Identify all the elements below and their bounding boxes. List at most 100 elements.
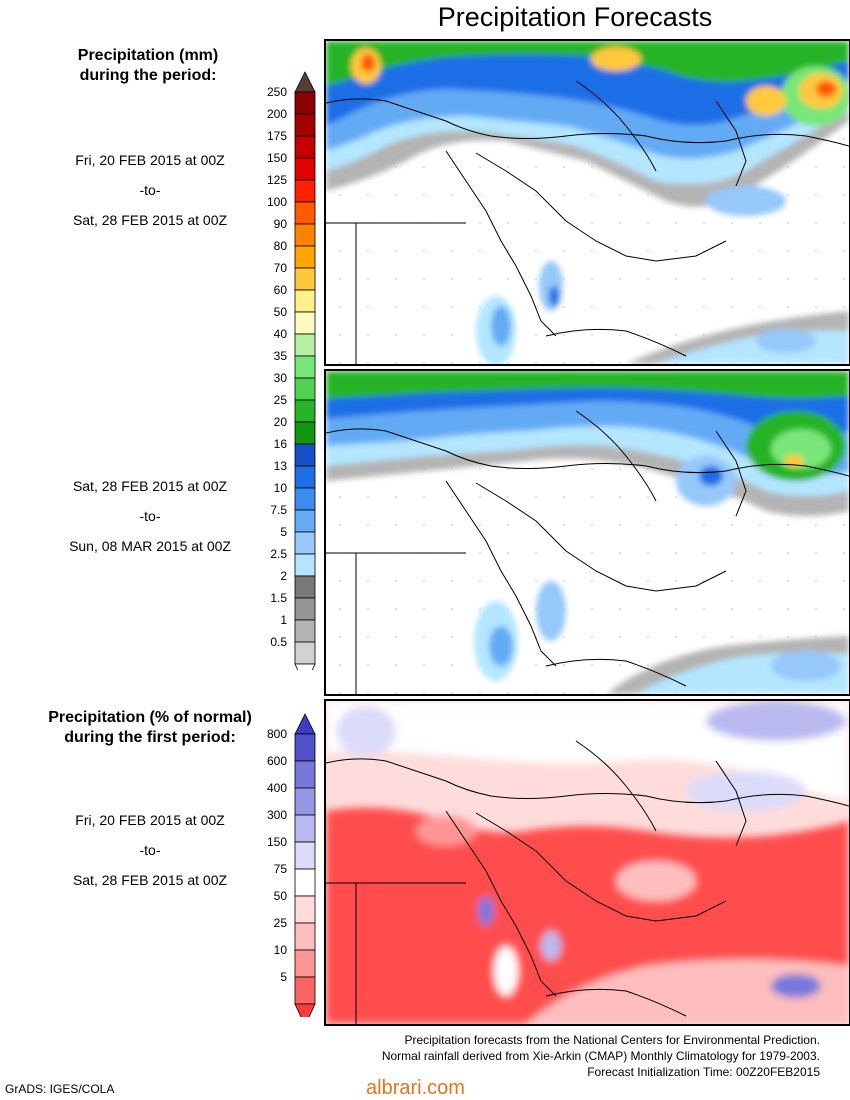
- scale-swatch: [294, 333, 316, 357]
- scale-bottom-arrow: [294, 1003, 316, 1017]
- scale-swatch: [294, 311, 316, 335]
- scale-tick-label: 70: [274, 261, 288, 275]
- scale-tick-label: 600: [267, 754, 287, 768]
- scale-tick-label: 1: [280, 613, 287, 627]
- scale-tick-label: 200: [267, 107, 287, 121]
- period1-to: Sat, 28 FEB 2015 at 00Z: [72, 212, 228, 228]
- scale-swatch: [294, 895, 316, 924]
- scale-swatch: [294, 377, 316, 401]
- country-borders-period1: [326, 80, 849, 364]
- map-panel-percent-normal: [324, 699, 850, 1026]
- scale-tick-label: 10: [274, 481, 288, 495]
- scale-swatch: [294, 355, 316, 379]
- scale-swatch: [294, 641, 316, 665]
- scale-bottom-arrow: [294, 663, 316, 670]
- credit-line-2: Normal rainfall derived from Xie-Arkin (…: [381, 1049, 820, 1063]
- scale-swatch: [294, 399, 316, 423]
- precip-field-period2: [326, 371, 849, 694]
- scale-swatch: [294, 553, 316, 577]
- credits: Precipitation forecasts from the Nationa…: [300, 1032, 820, 1080]
- pct-legend-heading-line1: Precipitation (% of normal): [48, 709, 252, 726]
- scale-top-arrow: [294, 713, 316, 735]
- scale-tick-label: 30: [274, 371, 288, 385]
- pct-legend-heading: Precipitation (% of normal) during the f…: [30, 708, 270, 748]
- country-borders-percent: [326, 740, 849, 1024]
- scale-tick-label: 5: [280, 970, 287, 984]
- page-title: Precipitation Forecasts: [437, 2, 713, 32]
- period2-to: Sun, 08 MAR 2015 at 00Z: [69, 538, 231, 554]
- pct-color-scale: 800 600 400 300 150 75 50 25 10 5: [267, 713, 316, 1017]
- scale-swatch: [294, 245, 316, 269]
- scale-tick-label: 7.5: [270, 503, 287, 517]
- scale-tick-label: 16: [274, 437, 288, 451]
- scale-tick-label: 100: [267, 195, 287, 209]
- scale-swatch: [294, 113, 316, 137]
- scale-swatch: [294, 760, 316, 789]
- scale-tick-label: 80: [274, 239, 288, 253]
- scale-tick-label: 0.5: [270, 635, 287, 649]
- scale-tick-label: 5: [280, 525, 287, 539]
- map-panel-period1: [324, 39, 850, 366]
- scale-swatch: [294, 733, 316, 762]
- scale-swatch: [294, 421, 316, 445]
- mm-legend-heading-line2: during the period:: [79, 67, 217, 84]
- scale-tick-label: 10: [274, 943, 288, 957]
- scale-swatch: [294, 487, 316, 511]
- scale-swatch: [294, 91, 316, 115]
- scale-tick-label: 20: [274, 415, 288, 429]
- scale-tick-label: 50: [274, 305, 288, 319]
- scale-tick-label: 50: [274, 889, 288, 903]
- credit-line-3: Forecast Initialization Time: 00Z20FEB20…: [587, 1065, 820, 1079]
- scale-swatch: [294, 201, 316, 225]
- mm-legend-heading: Precipitation (mm) during the period:: [48, 46, 248, 86]
- scale-swatch: [294, 267, 316, 291]
- scale-tick-label: 800: [267, 727, 287, 741]
- scale-swatch: [294, 868, 316, 897]
- scale-tick-label: 25: [274, 916, 288, 930]
- scale-swatch: [294, 157, 316, 181]
- country-borders-period2: [326, 410, 849, 694]
- period3-sep: -to-: [139, 842, 161, 858]
- period3-to: Sat, 28 FEB 2015 at 00Z: [72, 872, 228, 888]
- scale-swatch: [294, 841, 316, 870]
- scale-swatch: [294, 949, 316, 978]
- scale-tick-label: 150: [267, 151, 287, 165]
- scale-top-arrow: [294, 71, 316, 93]
- scale-tick-label: 25: [274, 393, 288, 407]
- scale-tick-label: 35: [274, 349, 288, 363]
- percent-normal-field: [326, 701, 849, 1024]
- scale-swatch: [294, 531, 316, 555]
- mm-color-scale: 2502001751501251009080706050403530252016…: [267, 71, 316, 670]
- scale-swatch: [294, 922, 316, 951]
- scale-swatch: [294, 223, 316, 247]
- scale-swatch: [294, 289, 316, 313]
- scale-tick-label: 90: [274, 217, 288, 231]
- pct-legend-heading-line2: during the first period:: [64, 729, 236, 746]
- grads-credit: GrADS: IGES/COLA: [5, 1082, 115, 1096]
- period3-from: Fri, 20 FEB 2015 at 00Z: [75, 812, 225, 828]
- scale-swatch: [294, 465, 316, 489]
- scale-swatch: [294, 619, 316, 643]
- scale-tick-label: 250: [267, 85, 287, 99]
- scale-tick-label: 150: [267, 835, 287, 849]
- scale-swatch: [294, 443, 316, 467]
- scale-tick-label: 300: [267, 808, 287, 822]
- map-panel-period2: [324, 369, 850, 696]
- scale-swatch: [294, 597, 316, 621]
- scale-tick-label: 2.5: [270, 547, 287, 561]
- scale-tick-label: 175: [267, 129, 287, 143]
- scale-tick-label: 400: [267, 781, 287, 795]
- scale-swatch: [294, 509, 316, 533]
- mm-legend-heading-line1: Precipitation (mm): [77, 47, 219, 64]
- scale-swatch: [294, 179, 316, 203]
- period1-sep: -to-: [139, 182, 161, 198]
- scale-tick-label: 75: [274, 862, 288, 876]
- scale-tick-label: 60: [274, 283, 288, 297]
- scale-swatch: [294, 135, 316, 159]
- credit-line-1: Precipitation forecasts from the Nationa…: [404, 1033, 820, 1047]
- scale-swatch: [294, 814, 316, 843]
- watermark: albrari.com: [366, 1077, 465, 1099]
- scale-tick-label: 13: [274, 459, 288, 473]
- scale-tick-label: 40: [274, 327, 288, 341]
- scale-tick-label: 2: [280, 569, 287, 583]
